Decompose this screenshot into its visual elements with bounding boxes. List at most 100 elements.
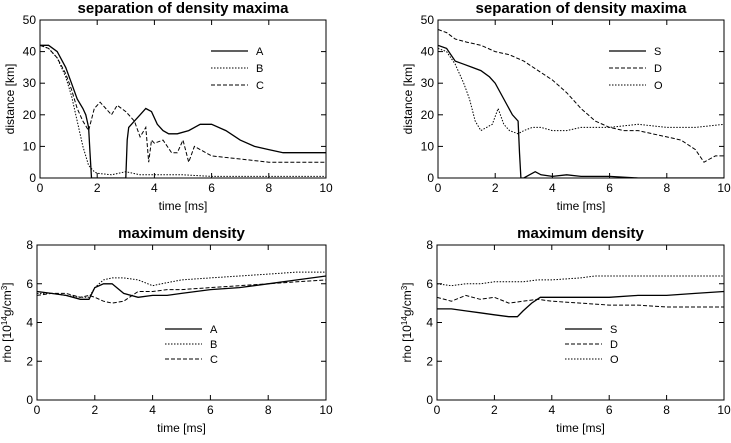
y-tick-label: 6	[426, 277, 433, 291]
x-tick-label: 2	[491, 403, 498, 417]
legend-label-B: B	[210, 339, 217, 351]
series-line-C	[40, 44, 326, 164]
legend-label-S: S	[610, 324, 617, 336]
x-tick-label: 2	[492, 181, 499, 195]
y-axis-label: distance [km]	[3, 64, 17, 135]
x-tick-label: 8	[663, 181, 670, 195]
series-line-B	[40, 44, 326, 177]
plot-frame	[436, 244, 725, 401]
legend-label-B: B	[256, 63, 263, 75]
y-tick-label: 40	[23, 45, 37, 59]
y-tick-label: 0	[29, 171, 36, 185]
legend-label-O: O	[654, 80, 663, 92]
y-axis-label-sup: 3	[400, 285, 409, 290]
x-tick-label: 10	[319, 181, 333, 195]
series-line-B	[37, 271, 326, 298]
x-tick-label: 6	[207, 403, 214, 417]
panel-bottom-left: maximum density 0 2 4 6 8 10 0 2 4 6 8 time [ms] rho …	[0, 225, 333, 435]
x-tick-label: 8	[265, 403, 272, 417]
series-line-O	[437, 275, 724, 287]
y-tick-label: 4	[426, 316, 433, 330]
x-axis-label: time [ms]	[159, 199, 208, 213]
y-axis-label-part: ]	[400, 282, 414, 285]
x-axis-label: time [ms]	[557, 199, 606, 213]
x-tick-label: 4	[548, 403, 555, 417]
x-tick-label: 0	[34, 403, 41, 417]
y-tick-label: 0	[427, 171, 434, 185]
y-axis-label-part: rho [10	[0, 325, 14, 363]
plot-frame	[437, 19, 725, 179]
chart-title: separation of density maxima	[78, 0, 290, 17]
legend-label-A: A	[256, 46, 264, 58]
x-tick-label: 6	[606, 403, 613, 417]
x-tick-label: 2	[91, 403, 98, 417]
chart-title: maximum density	[517, 225, 644, 242]
y-axis-label-sup: 14	[400, 316, 409, 325]
y-tick-label: 30	[23, 76, 37, 90]
y-axis-label-sup: 3	[0, 285, 9, 290]
panel-bottom-right: maximum density 0 2 4 6 8 10 0 2 4 6 8 time [ms] rho …	[400, 225, 731, 435]
y-axis-label-part: ]	[0, 282, 14, 285]
y-axis-label-sup: 14	[0, 316, 9, 325]
x-tick-label: 0	[37, 181, 44, 195]
y-axis-label-part: g/cm	[400, 290, 414, 316]
y-axis-label-part: distance [km]	[401, 64, 415, 135]
y-tick-label: 10	[23, 139, 37, 153]
legend-label-A: A	[210, 324, 218, 336]
x-tick-label: 0	[434, 403, 441, 417]
y-axis-label-part: g/cm	[0, 290, 14, 316]
y-tick-label: 2	[426, 354, 433, 368]
x-tick-label: 10	[319, 403, 333, 417]
panel-top-right: separation of density maxima 0 2 4 6 8 10 0 10 20…	[401, 0, 731, 213]
x-tick-label: 10	[717, 403, 731, 417]
y-tick-label: 40	[421, 45, 435, 59]
series-line-D	[437, 294, 724, 308]
x-tick-label: 2	[94, 181, 101, 195]
x-tick-label: 8	[265, 181, 272, 195]
x-tick-label: 4	[549, 181, 556, 195]
x-tick-label: 6	[208, 181, 215, 195]
x-tick-label: 4	[149, 403, 156, 417]
series-line-C	[37, 279, 326, 304]
legend-label-C: C	[256, 80, 264, 92]
y-tick-label: 50	[421, 13, 435, 27]
series-line-S	[437, 290, 724, 318]
y-tick-label: 2	[26, 354, 33, 368]
legend-label-D: D	[654, 63, 662, 75]
x-tick-label: 6	[606, 181, 613, 195]
panel-top-left: separation of density maxima 0 2 4 6 8 10 0 10 20…	[3, 0, 333, 213]
y-tick-label: 50	[23, 13, 37, 27]
y-tick-label: 8	[426, 238, 433, 252]
series-line-S	[438, 44, 724, 178]
y-axis-label: rho [1014g/cm3]	[0, 282, 14, 362]
y-tick-label: 30	[421, 76, 435, 90]
series-line-A	[40, 44, 326, 178]
y-tick-label: 0	[426, 393, 433, 407]
series-line-D	[438, 29, 724, 163]
legend-label-D: D	[610, 339, 618, 351]
legend-label-S: S	[654, 46, 661, 58]
plot-frame	[39, 19, 327, 179]
y-axis-label: distance [km]	[401, 64, 415, 135]
series-line-A	[37, 275, 326, 300]
chart-title: separation of density maxima	[476, 0, 688, 17]
x-axis-label: time [ms]	[157, 421, 206, 435]
y-tick-label: 4	[26, 316, 33, 330]
chart-title: maximum density	[118, 225, 245, 242]
y-tick-label: 20	[23, 108, 37, 122]
y-axis-label-part: distance [km]	[3, 64, 17, 135]
y-tick-label: 20	[421, 108, 435, 122]
plot-frame	[36, 244, 327, 401]
x-axis-label: time [ms]	[556, 421, 605, 435]
legend-label-C: C	[210, 354, 218, 366]
y-axis-label-part: rho [10	[400, 325, 414, 363]
y-tick-label: 6	[26, 277, 33, 291]
y-tick-label: 10	[421, 139, 435, 153]
x-tick-label: 8	[663, 403, 670, 417]
y-tick-label: 0	[26, 393, 33, 407]
y-axis-label: rho [1014g/cm3]	[400, 282, 415, 362]
x-tick-label: 0	[435, 181, 442, 195]
series-line-O	[438, 47, 724, 135]
legend-label-O: O	[610, 354, 619, 366]
